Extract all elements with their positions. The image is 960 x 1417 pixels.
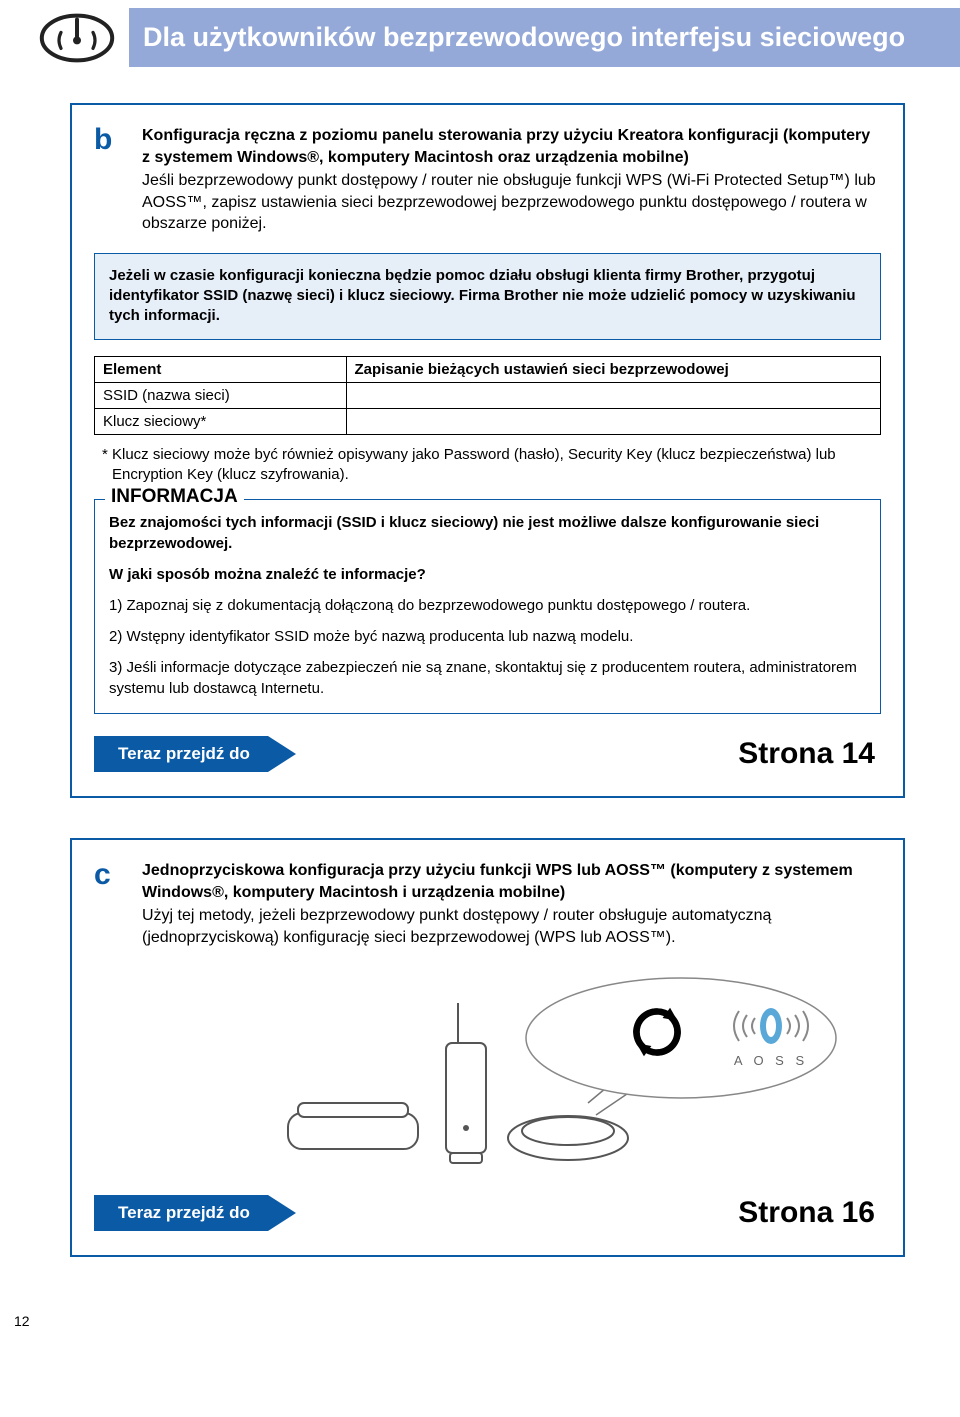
key-row-value[interactable]: [346, 408, 880, 434]
table-row: SSID (nazwa sieci): [95, 382, 881, 408]
section-b: b Konfiguracja ręczna z poziomu panelu s…: [70, 103, 905, 798]
key-row-label: Klucz sieciowy*: [95, 408, 347, 434]
step-b-title: Konfiguracja ręczna z poziomu panelu ste…: [142, 125, 881, 168]
ssid-table: Element Zapisanie bieżących ustawień sie…: [94, 356, 881, 435]
info-item-3: 3) Jeśli informacje dotyczące zabezpiecz…: [109, 657, 866, 699]
step-c-paragraph: Użyj tej metody, jeżeli bezprzewodowy pu…: [142, 905, 881, 948]
step-b-letter: b: [94, 125, 122, 155]
step-b-paragraph: Jeśli bezprzewodowy punkt dostępowy / ro…: [142, 170, 881, 235]
page-number: 12: [14, 1313, 30, 1329]
wps-icon: [629, 1004, 685, 1065]
table-header-left: Element: [95, 356, 347, 382]
table-footnote: * Klucz sieciowy może być również opisyw…: [112, 445, 881, 486]
section-c: c Jednoprzyciskowa konfiguracja przy uży…: [70, 838, 905, 1256]
wps-diagram: A O S S: [94, 973, 881, 1173]
info-item-1: 1) Zapoznaj się z dokumentacją dołączoną…: [109, 595, 866, 616]
information-label: INFORMACJA: [105, 486, 244, 508]
step-c-title: Jednoprzyciskowa konfiguracja przy użyci…: [142, 860, 881, 903]
aoss-icon: A O S S: [721, 1001, 821, 1068]
goto-page-c: Strona 16: [738, 1196, 875, 1230]
information-block: INFORMACJA Bez znajomości tych informacj…: [94, 499, 881, 714]
aoss-label: A O S S: [721, 1053, 821, 1068]
table-header-right: Zapisanie bieżących ustawień sieci bezpr…: [346, 356, 880, 382]
info-p1: Bez znajomości tych informacji (SSID i k…: [109, 512, 866, 554]
page-header: Dla użytkowników bezprzewodowego interfe…: [0, 0, 960, 75]
warning-note: Jeżeli w czasie konfiguracji konieczna b…: [94, 253, 881, 340]
wireless-header-icon: [24, 0, 129, 75]
info-question: W jaki sposób można znaleźć te informacj…: [109, 564, 866, 585]
goto-arrow-c: Teraz przejdź do: [94, 1195, 268, 1231]
goto-page-b: Strona 14: [738, 737, 875, 771]
page-title: Dla użytkowników bezprzewodowego interfe…: [129, 8, 960, 67]
ssid-row-value[interactable]: [346, 382, 880, 408]
table-row: Klucz sieciowy*: [95, 408, 881, 434]
step-c-letter: c: [94, 860, 122, 890]
info-item-2: 2) Wstępny identyfikator SSID może być n…: [109, 626, 866, 647]
goto-arrow-b: Teraz przejdź do: [94, 736, 268, 772]
ssid-row-label: SSID (nazwa sieci): [95, 382, 347, 408]
